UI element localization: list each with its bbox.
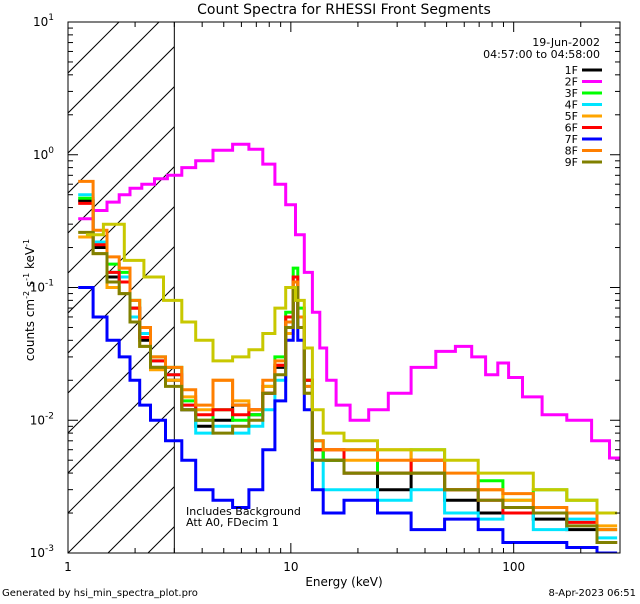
legend-label: 1F [565, 64, 578, 77]
hatch-line [68, 45, 175, 154]
hatch-line [68, 445, 175, 553]
legend-label: 9F [565, 156, 578, 169]
hatch-line [68, 85, 175, 194]
y-tick-label: 10-3 [30, 544, 54, 560]
legend-label: 3F [565, 87, 578, 100]
series-line-8F [78, 179, 618, 532]
series-line-extra-9 [85, 222, 618, 515]
y-axis-label-part: s [23, 281, 37, 291]
y-tick-label: 10-1 [30, 279, 54, 295]
y-tick-label: 101 [33, 13, 54, 29]
hatch-line [68, 405, 175, 514]
y-tick-label: 10-2 [30, 411, 54, 427]
series-line-2F [78, 142, 620, 460]
x-axis-label: Energy (keV) [305, 575, 382, 589]
axes: 1 10 100 10-3 10-2 10-1 100 101 [30, 13, 621, 574]
time-range-label: 04:57:00 to 04:58:00 [483, 48, 600, 61]
footer-generated-by: Generated by hsi_min_spectra_plot.pro [2, 588, 198, 599]
x-tick-label: 10 [283, 560, 298, 574]
series-layer [78, 142, 620, 553]
y-axis-label-part: -1 [22, 273, 31, 281]
y-axis-label-part: counts cm [23, 299, 37, 361]
chart-title: Count Spectra for RHESSI Front Segments [197, 2, 491, 18]
legend-label: 6F [565, 122, 578, 135]
y-axis-label-part: -1 [22, 239, 31, 247]
legend-label: 2F [565, 76, 578, 89]
series-line-9F [78, 230, 618, 544]
annotation-background: Includes Background [186, 505, 301, 518]
legend-label: 7F [565, 133, 578, 146]
hatch-line [68, 365, 175, 474]
date-label: 19-Jun-2002 [532, 36, 600, 49]
hatch-line [68, 285, 175, 394]
legend-label: 8F [565, 145, 578, 158]
legend-label: 5F [565, 110, 578, 123]
annotation-attenuator: Att A0, FDecim 1 [186, 516, 279, 529]
footer-timestamp: 8-Apr-2023 06:51 [549, 588, 636, 599]
hatch-line [68, 22, 160, 114]
hatch-line [68, 245, 175, 354]
y-axis-label-part: keV [23, 246, 37, 273]
y-axis-label: counts cm-2 s-1 keV-1 [22, 239, 37, 361]
series-line-7F [78, 286, 618, 553]
x-tick-label: 100 [502, 560, 525, 574]
y-axis-label-part: -2 [22, 291, 31, 299]
legend-label: 4F [565, 99, 578, 112]
y-tick-label: 100 [33, 146, 54, 162]
x-tick-label: 1 [64, 560, 72, 574]
